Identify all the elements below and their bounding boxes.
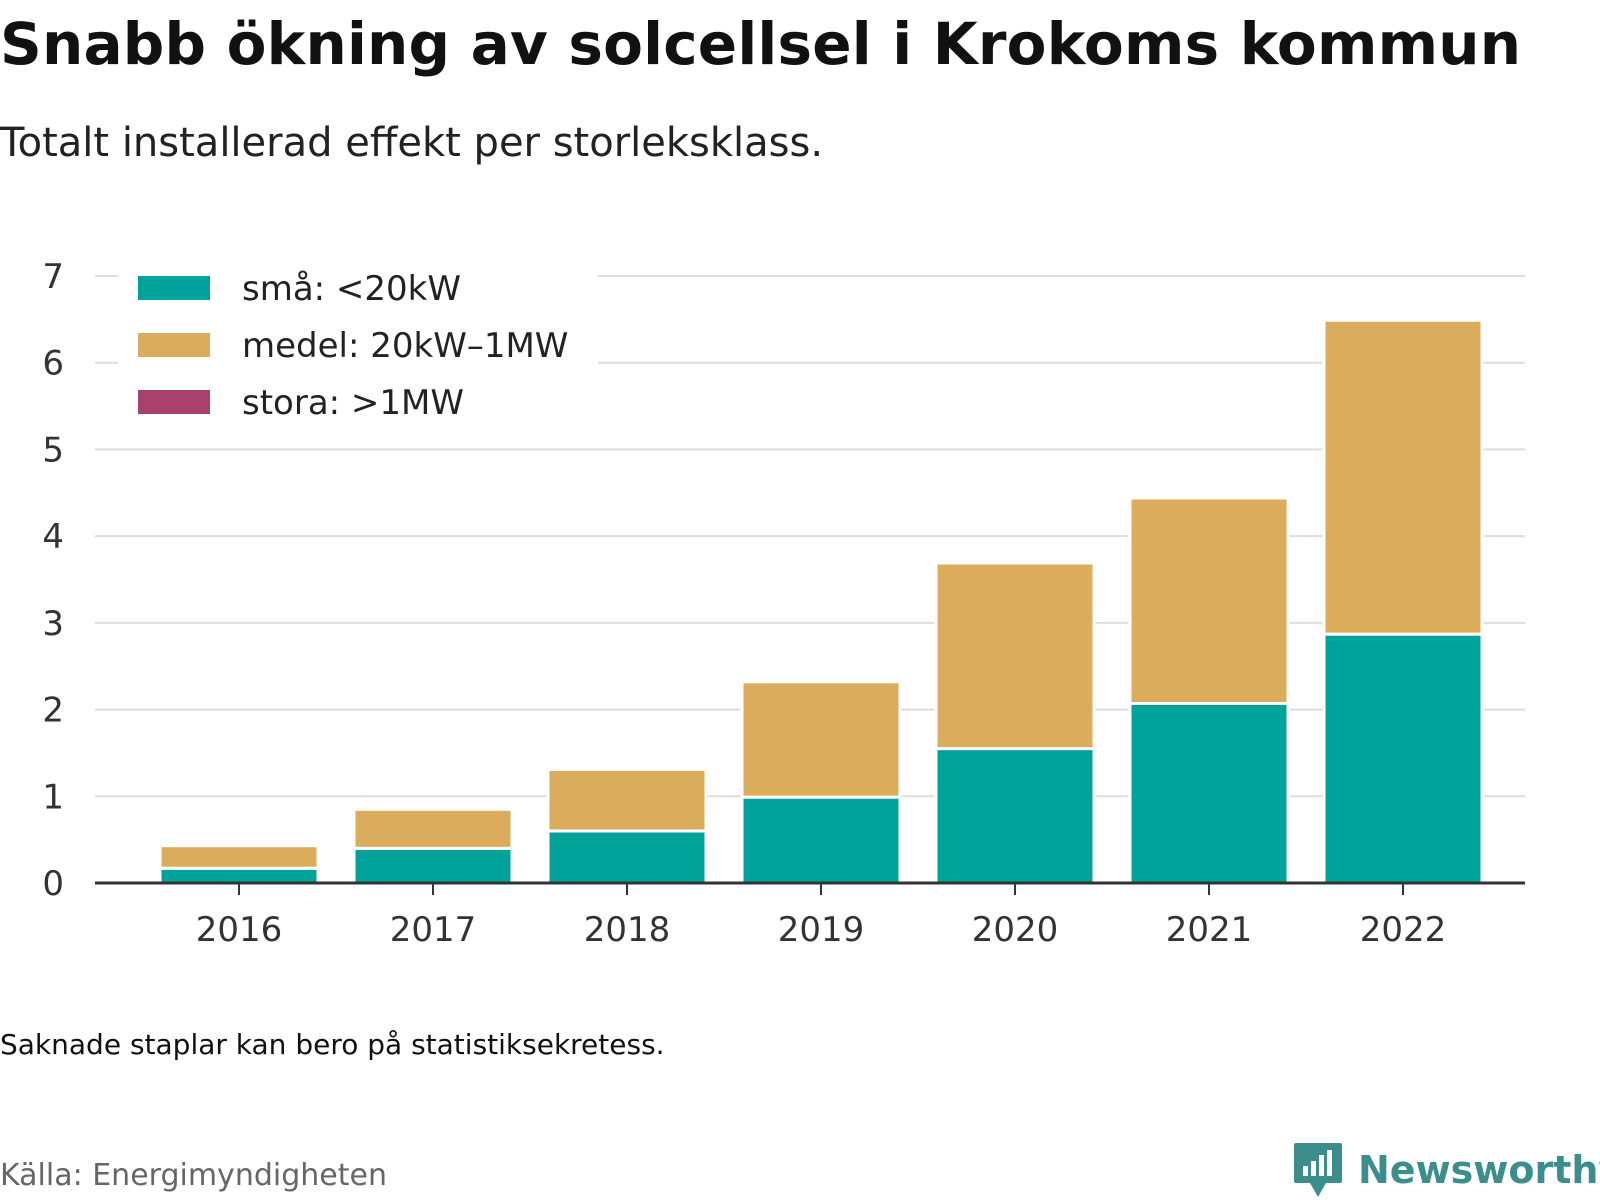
bar-segment: [158, 866, 320, 885]
bars: [158, 318, 1484, 885]
y-tick-label: 6: [42, 344, 64, 384]
bar-segment: [934, 561, 1096, 751]
newsworthy-chart-bubble-icon: [1294, 1143, 1342, 1197]
y-tick-label: 4: [42, 517, 64, 557]
y-tick-label: 7: [42, 257, 64, 297]
bar-segment: [158, 844, 320, 870]
legend-entry: stora: >1MW: [242, 383, 464, 423]
bar-segment: [934, 747, 1096, 885]
x-tick-label: 2017: [390, 910, 477, 950]
bar-segment: [740, 680, 902, 799]
y-tick-label: 3: [42, 604, 64, 644]
chart-title: Snabb ökning av solcellsel i Krokoms kom…: [0, 10, 1522, 78]
x-tick-label: 2016: [196, 910, 283, 950]
brand-name: Newsworthy: [1358, 1148, 1600, 1192]
stacked-bar-chart: 0 1 2 3 4 5 6 7 2016 2017 2018 2019 2020 2021 2022 små…: [42, 257, 1525, 950]
bar-segment: [1322, 632, 1484, 885]
bar-segment: [352, 807, 514, 850]
bar-segment: [546, 829, 708, 885]
x-tick-label: 2019: [778, 910, 865, 950]
bar-segment: [1322, 318, 1484, 636]
bar-segment: [352, 846, 514, 885]
legend-swatch: [138, 333, 210, 357]
x-tick-label: 2022: [1360, 910, 1447, 950]
legend-swatch: [138, 276, 210, 300]
legend: små: <20kW medel: 20kW–1MW stora: >1MW: [118, 264, 598, 442]
axes: 0 1 2 3 4 5 6 7 2016 2017 2018 2019 2020 2021 2022: [42, 257, 1525, 950]
legend-entry: medel: 20kW–1MW: [242, 326, 568, 366]
brand-logo[interactable]: Newsworthy: [1292, 1140, 1600, 1200]
legend-swatch: [138, 390, 210, 414]
x-tick-label: 2018: [584, 910, 671, 950]
bar-segment: [546, 767, 708, 833]
y-tick-label: 2: [42, 691, 64, 731]
source-credit: Källa: Energimyndigheten: [0, 1158, 387, 1193]
y-tick-label: 1: [42, 777, 64, 817]
bar-segment: [740, 795, 902, 885]
chart-note: Saknade staplar kan bero på statistiksek…: [0, 1028, 665, 1061]
bar-segment: [1128, 496, 1290, 706]
y-tick-label: 0: [42, 864, 64, 904]
legend-entry: små: <20kW: [242, 269, 461, 309]
chart-subtitle: Totalt installerad effekt per storlekskl…: [0, 120, 824, 166]
x-tick-label: 2021: [1166, 910, 1253, 950]
x-tick-label: 2020: [972, 910, 1059, 950]
bar-segment: [1128, 702, 1290, 885]
y-tick-label: 5: [42, 430, 64, 470]
